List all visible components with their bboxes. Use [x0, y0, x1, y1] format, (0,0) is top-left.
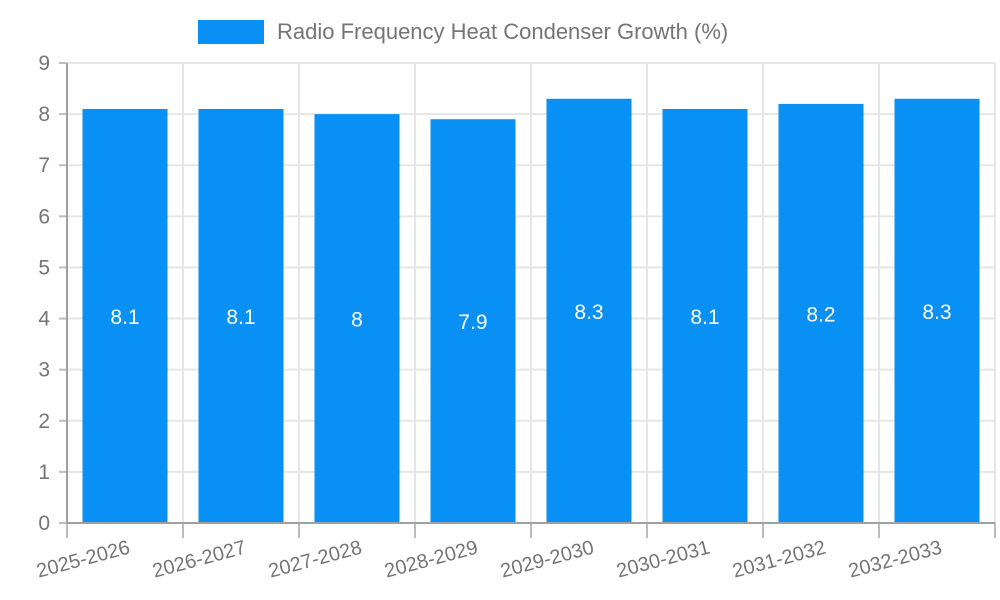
bar-value-label: 8.3	[574, 301, 603, 324]
bar-value-label: 8.1	[690, 306, 719, 329]
y-axis-tick-label: 3	[38, 359, 50, 382]
y-axis-tick-label: 6	[38, 205, 50, 228]
x-axis-category-label: 2030-2031	[614, 537, 712, 583]
legend-swatch	[198, 20, 264, 44]
bar	[662, 109, 748, 523]
bar-value-label: 8.1	[110, 306, 139, 329]
bar	[778, 103, 864, 523]
y-axis-tick-label: 0	[38, 512, 50, 535]
chart-legend: Radio Frequency Heat Condenser Growth (%…	[198, 18, 728, 46]
bar-value-label: 8	[351, 309, 363, 332]
bar-value-label: 7.9	[458, 311, 487, 334]
bar-value-label: 8.2	[806, 303, 835, 326]
bar-value-label: 8.1	[226, 306, 255, 329]
bar	[894, 98, 980, 524]
y-axis-tick-label: 1	[38, 461, 50, 484]
y-axis-tick-label: 8	[38, 103, 50, 126]
bar	[198, 109, 284, 523]
bar	[82, 109, 168, 523]
y-axis-tick-label: 9	[38, 52, 50, 75]
x-axis-category-label: 2025-2026	[34, 537, 132, 583]
bar	[546, 98, 632, 524]
y-axis-tick-label: 7	[38, 154, 50, 177]
bar-value-label: 8.3	[922, 301, 951, 324]
y-axis-tick-label: 4	[38, 308, 50, 331]
y-axis-tick-label: 2	[38, 410, 50, 433]
bar	[430, 119, 516, 523]
x-axis-category-label: 2028-2029	[382, 537, 480, 583]
x-axis-category-label: 2029-2030	[498, 537, 596, 583]
x-axis-category-label: 2032-2033	[846, 537, 944, 583]
bar	[314, 114, 400, 523]
x-axis-category-label: 2026-2027	[150, 537, 248, 583]
legend-label: Radio Frequency Heat Condenser Growth (%…	[277, 19, 729, 44]
y-axis-tick-label: 5	[38, 256, 50, 279]
x-axis-category-label: 2027-2028	[266, 537, 364, 583]
x-axis-category-label: 2031-2032	[730, 537, 828, 583]
